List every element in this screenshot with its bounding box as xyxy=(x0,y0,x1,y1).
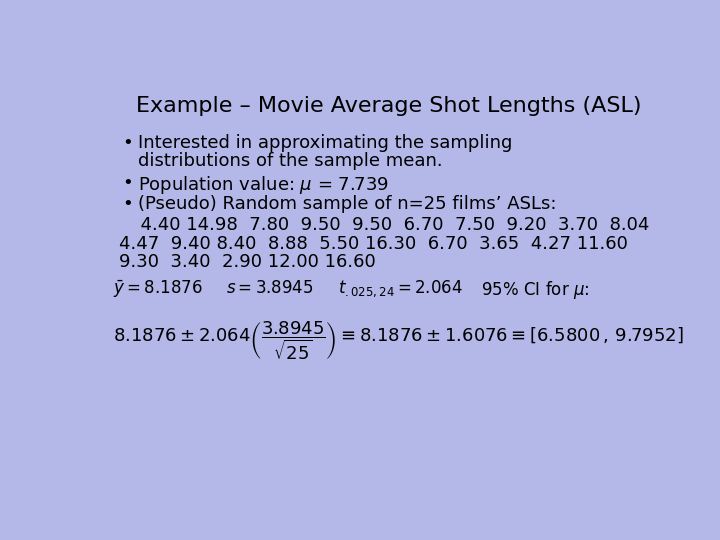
Text: distributions of the sample mean.: distributions of the sample mean. xyxy=(138,152,443,170)
Text: $s = 3.8945$: $s = 3.8945$ xyxy=(225,279,313,297)
Text: Population value: $\mu$ = 7.739: Population value: $\mu$ = 7.739 xyxy=(138,174,389,196)
Text: Interested in approximating the sampling: Interested in approximating the sampling xyxy=(138,134,513,152)
Text: Example – Movie Average Shot Lengths (ASL): Example – Movie Average Shot Lengths (AS… xyxy=(137,96,642,116)
Text: 95% CI for $\mu$:: 95% CI for $\mu$: xyxy=(482,279,590,301)
Text: $t_{.025,24} = 2.064$: $t_{.025,24} = 2.064$ xyxy=(338,279,463,300)
Text: $\bar{y} = 8.1876$: $\bar{y} = 8.1876$ xyxy=(113,279,203,300)
Text: 4.40 14.98  7.80  9.50  9.50  6.70  7.50  9.20  3.70  8.04: 4.40 14.98 7.80 9.50 9.50 6.70 7.50 9.20… xyxy=(129,215,649,234)
Text: •: • xyxy=(122,134,133,152)
Text: •: • xyxy=(122,174,133,192)
Text: 9.30  3.40  2.90 12.00 16.60: 9.30 3.40 2.90 12.00 16.60 xyxy=(120,253,376,272)
Text: 4.47  9.40 8.40  8.88  5.50 16.30  6.70  3.65  4.27 11.60: 4.47 9.40 8.40 8.88 5.50 16.30 6.70 3.65… xyxy=(120,235,629,253)
Text: •: • xyxy=(122,195,133,213)
Text: $8.1876 \pm 2.064\left(\dfrac{3.8945}{\sqrt{25}}\right) \equiv 8.1876 \pm 1.6076: $8.1876 \pm 2.064\left(\dfrac{3.8945}{\s… xyxy=(113,319,684,362)
Text: (Pseudo) Random sample of n=25 films’ ASLs:: (Pseudo) Random sample of n=25 films’ AS… xyxy=(138,195,557,213)
